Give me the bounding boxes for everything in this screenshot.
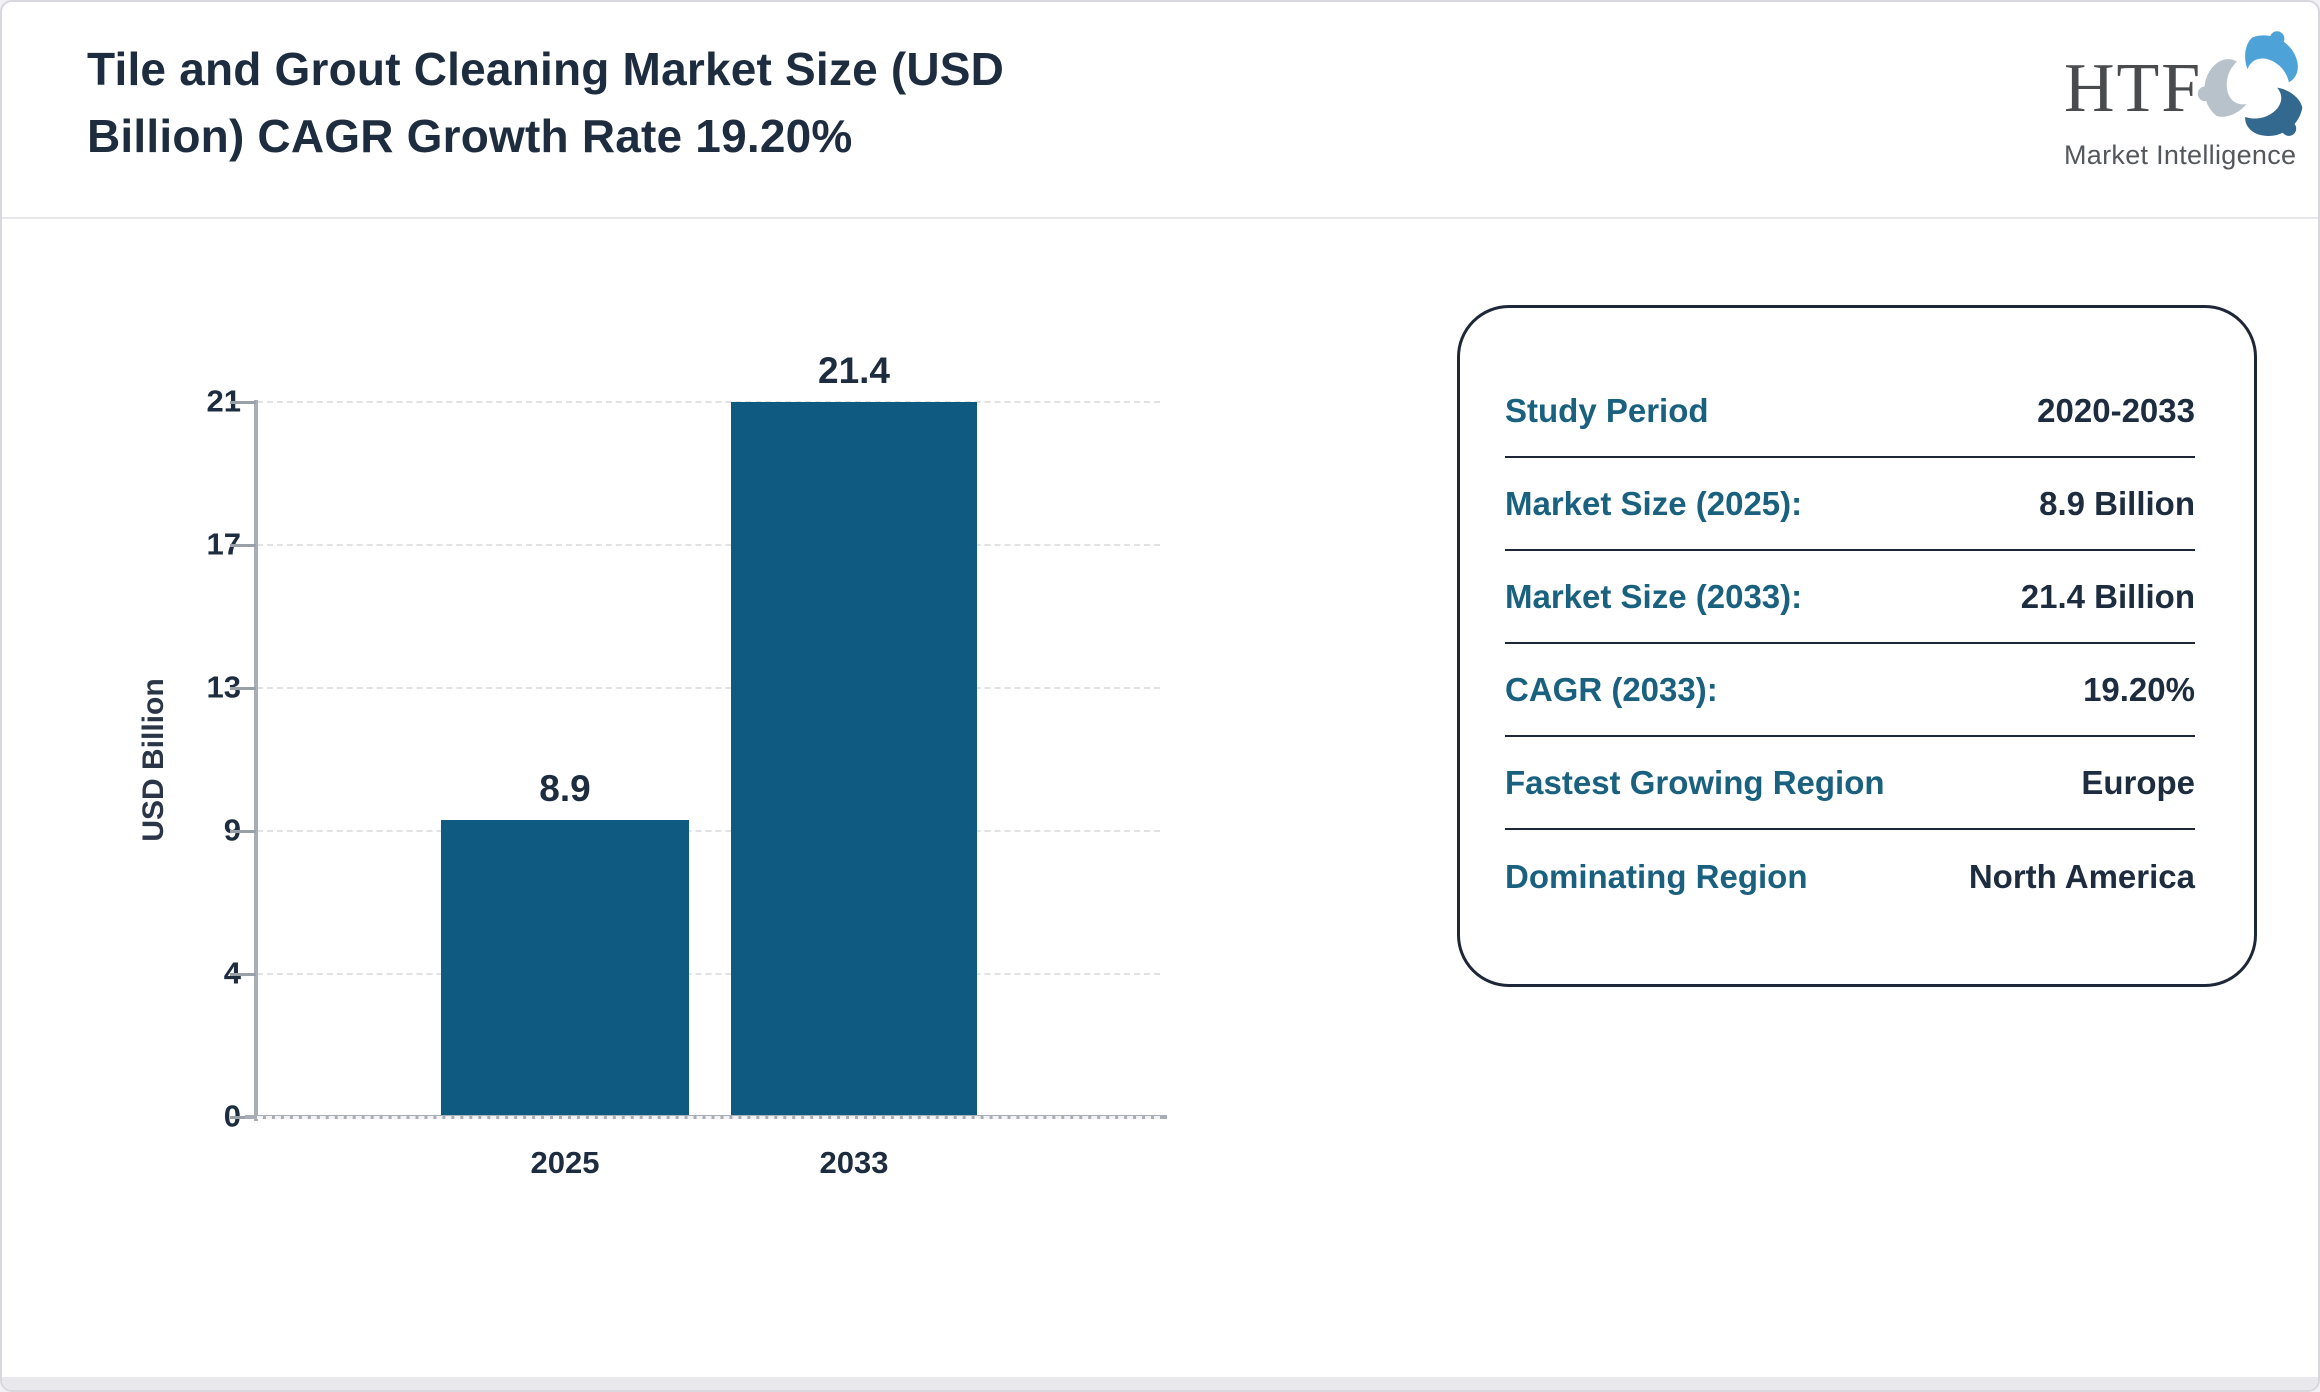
info-row-label: Market Size (2033): bbox=[1505, 577, 1803, 615]
info-row-label: CAGR (2033): bbox=[1505, 670, 1718, 708]
y-axis-line bbox=[254, 400, 258, 1121]
page-title-line-1: Tile and Grout Cleaning Market Size (USD bbox=[87, 43, 1005, 95]
info-row: Dominating Region North America bbox=[1505, 830, 2195, 923]
y-tick bbox=[230, 1115, 256, 1119]
info-row: Study Period 2020-2033 bbox=[1505, 365, 2195, 458]
info-row-value: North America bbox=[1968, 857, 2195, 895]
info-row-value: 21.4 Billion bbox=[2020, 577, 2195, 615]
info-row: CAGR (2033): 19.20% bbox=[1505, 644, 2195, 737]
gridline bbox=[257, 973, 1160, 975]
info-row-label: Dominating Region bbox=[1505, 857, 1808, 895]
info-row-label: Fastest Growing Region bbox=[1505, 763, 1885, 801]
bar-2033 bbox=[731, 402, 977, 1117]
y-tick bbox=[230, 972, 256, 976]
gridline bbox=[257, 544, 1160, 546]
header-divider bbox=[2, 217, 2318, 219]
htf-logo-row: HTF bbox=[2064, 28, 2303, 146]
info-row-label: Market Size (2025): bbox=[1505, 484, 1803, 522]
gridline bbox=[257, 687, 1160, 689]
y-tick bbox=[230, 686, 256, 690]
info-row: Market Size (2025): 8.9 Billion bbox=[1505, 458, 2195, 551]
bar-2025 bbox=[441, 819, 689, 1117]
three-figures-swirl-icon bbox=[2198, 31, 2303, 136]
bottom-strip bbox=[2, 1377, 2318, 1390]
x-tick-label: 2033 bbox=[819, 1145, 889, 1180]
y-tick bbox=[230, 829, 256, 833]
bar-value-label: 21.4 bbox=[817, 350, 891, 391]
page-title: Tile and Grout Cleaning Market Size (USD… bbox=[87, 36, 1004, 169]
info-row-value: 19.20% bbox=[2083, 670, 2195, 708]
info-panel-rows: Study Period 2020-2033 Market Size (2025):… bbox=[1505, 365, 2195, 923]
y-axis-title: USD Billion bbox=[137, 678, 170, 842]
bar-value-label: 8.9 bbox=[539, 767, 591, 809]
htf-logo-subtext: Market Intelligence bbox=[2064, 140, 2297, 170]
info-row-value: 8.9 Billion bbox=[2039, 484, 2195, 522]
x-tick-label: 2025 bbox=[530, 1145, 600, 1180]
info-panel: Study Period 2020-2033 Market Size (2025):… bbox=[1457, 305, 2257, 987]
gridline bbox=[257, 830, 1160, 832]
htf-logo-text: HTF bbox=[2064, 50, 2203, 127]
htf-logo: HTF Market Intelligence bbox=[2064, 28, 2303, 171]
y-tick bbox=[230, 543, 256, 547]
info-row: Market Size (2033): 21.4 Billion bbox=[1505, 551, 2195, 644]
gridline bbox=[257, 1116, 1160, 1119]
info-row: Fastest Growing Region Europe bbox=[1505, 737, 2195, 830]
page-title-line-2: Billion) CAGR Growth Rate 19.20% bbox=[87, 109, 853, 162]
gridline bbox=[257, 401, 1160, 403]
info-row-value: 2020-2033 bbox=[2037, 391, 2195, 429]
info-row-value: Europe bbox=[2081, 763, 2195, 801]
info-row-label: Study Period bbox=[1505, 391, 1709, 429]
y-tick bbox=[230, 400, 256, 404]
